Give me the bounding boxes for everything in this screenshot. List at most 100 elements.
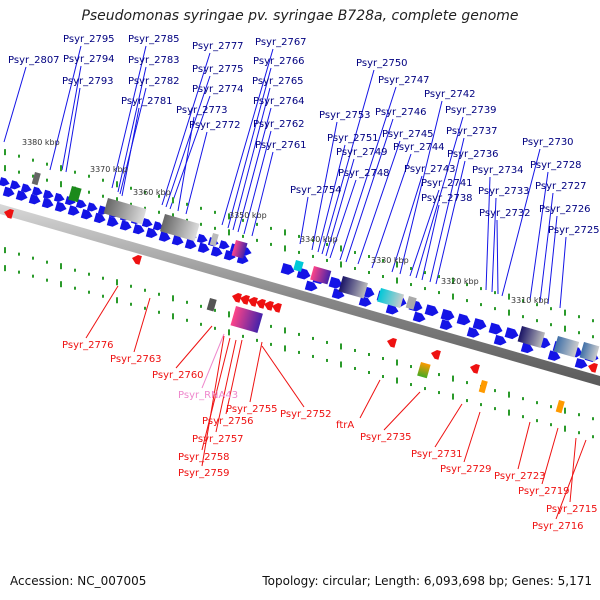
forward-gene-label: Psyr_2772 bbox=[189, 120, 241, 131]
forward-gene-label: Psyr_2728 bbox=[530, 160, 582, 171]
reverse-gene-label: Psyr_2776 bbox=[62, 340, 114, 351]
forward-leader-line bbox=[117, 66, 147, 193]
forward-leader-line bbox=[311, 121, 338, 251]
tick-mark bbox=[480, 403, 482, 407]
tick-mark bbox=[494, 389, 496, 393]
tick-mark bbox=[214, 308, 216, 312]
tick-mark bbox=[186, 300, 188, 304]
gene-block-fill bbox=[310, 266, 332, 285]
gene-block bbox=[478, 380, 488, 394]
forward-gene-arrow bbox=[223, 250, 236, 261]
tick-mark bbox=[74, 286, 76, 290]
reverse-leader-line bbox=[249, 341, 263, 403]
forward-gene-arrow bbox=[80, 209, 93, 220]
tick-mark bbox=[340, 343, 342, 350]
forward-gene-arrow bbox=[466, 327, 480, 338]
forward-leader-line bbox=[65, 87, 81, 173]
gene-block bbox=[555, 400, 565, 414]
tick-mark bbox=[564, 325, 566, 332]
forward-gene-arrow bbox=[574, 358, 588, 369]
tick-mark bbox=[410, 383, 412, 387]
forward-gene-arrow bbox=[141, 218, 153, 228]
gene-block bbox=[405, 295, 417, 310]
tick-mark bbox=[172, 295, 174, 302]
tick-mark bbox=[116, 181, 118, 188]
tick-mark bbox=[424, 271, 426, 275]
forward-gene-arrow bbox=[0, 177, 10, 187]
tick-mark bbox=[410, 267, 412, 271]
tick-mark bbox=[326, 340, 328, 344]
tick-mark bbox=[214, 210, 216, 214]
gene-block bbox=[293, 260, 304, 272]
forward-gene-arrow bbox=[328, 276, 343, 289]
tick-mark bbox=[368, 370, 370, 374]
tick-mark bbox=[382, 357, 384, 361]
reverse-gene-label: Psyr_2758 bbox=[178, 452, 230, 463]
gene-block bbox=[310, 266, 332, 285]
reverse-gene-label: Psyr_2729 bbox=[440, 464, 492, 475]
tick-mark bbox=[284, 345, 286, 352]
rna-gene-label: Psyr_RNA43 bbox=[178, 390, 238, 401]
forward-leader-line bbox=[339, 86, 397, 261]
forward-gene-arrow bbox=[218, 240, 230, 250]
forward-leader-line bbox=[496, 219, 499, 295]
reverse-leader-line bbox=[555, 439, 587, 520]
forward-gene-label: Psyr_2783 bbox=[128, 55, 180, 66]
reverse-gene-label: Psyr_2752 bbox=[280, 409, 332, 420]
forward-gene-arrow bbox=[412, 311, 426, 323]
tick-mark bbox=[158, 292, 160, 296]
tick-mark bbox=[452, 277, 454, 284]
tick-mark bbox=[102, 294, 104, 298]
forward-gene-arrow bbox=[158, 231, 171, 242]
forward-leader-line bbox=[329, 179, 357, 259]
tick-mark bbox=[522, 415, 524, 419]
tick-mark bbox=[536, 401, 538, 405]
reverse-leader-line bbox=[383, 391, 421, 431]
forward-gene-arrow bbox=[547, 350, 561, 361]
axis-tick-label: 3380 kbp bbox=[22, 138, 60, 147]
tick-mark bbox=[438, 275, 440, 279]
forward-leader-line bbox=[161, 52, 211, 206]
forward-leader-line bbox=[317, 144, 346, 253]
reverse-leader-line bbox=[517, 421, 531, 470]
forward-gene-label: Psyr_2765 bbox=[252, 76, 304, 87]
tick-mark bbox=[102, 178, 104, 182]
reverse-leader-line bbox=[201, 333, 225, 389]
forward-leader-line bbox=[299, 196, 309, 245]
forward-gene-label: Psyr_2725 bbox=[548, 225, 600, 236]
tick-mark bbox=[550, 405, 552, 409]
forward-gene-label: Psyr_2727 bbox=[535, 181, 587, 192]
forward-gene-arrow bbox=[304, 280, 318, 292]
tick-mark bbox=[438, 291, 440, 295]
gene-block-fill bbox=[160, 214, 200, 242]
tick-mark bbox=[200, 206, 202, 210]
tick-mark bbox=[60, 263, 62, 270]
tick-mark bbox=[4, 165, 6, 172]
tick-mark bbox=[466, 283, 468, 287]
forward-leader-line bbox=[529, 171, 549, 301]
forward-leader-line bbox=[3, 66, 27, 143]
forward-gene-arrow bbox=[171, 235, 184, 246]
reverse-gene-arrow bbox=[240, 295, 250, 305]
tick-mark bbox=[312, 238, 314, 242]
axis-tick-label: 3340 kbp bbox=[300, 235, 338, 244]
forward-gene-arrow bbox=[280, 263, 295, 275]
tick-mark bbox=[298, 350, 300, 354]
reverse-leader-line bbox=[175, 325, 213, 369]
forward-gene-label: Psyr_2734 bbox=[472, 165, 524, 176]
tick-mark bbox=[578, 315, 580, 319]
forward-gene-arrow bbox=[9, 180, 21, 190]
reverse-leader-line bbox=[434, 403, 463, 448]
forward-gene-label: Psyr_2766 bbox=[253, 56, 305, 67]
gene-block bbox=[103, 198, 147, 225]
forward-leader-line bbox=[237, 107, 272, 233]
tick-mark bbox=[354, 266, 356, 270]
axis-tick-label: 3330 kbp bbox=[371, 256, 409, 265]
forward-leader-line bbox=[415, 116, 464, 279]
forward-gene-label: Psyr_2785 bbox=[128, 34, 180, 45]
tick-mark bbox=[88, 272, 90, 276]
forward-gene-label: Psyr_2726 bbox=[539, 204, 591, 215]
tick-mark bbox=[480, 287, 482, 291]
tick-mark bbox=[144, 306, 146, 310]
forward-leader-line bbox=[232, 87, 271, 231]
